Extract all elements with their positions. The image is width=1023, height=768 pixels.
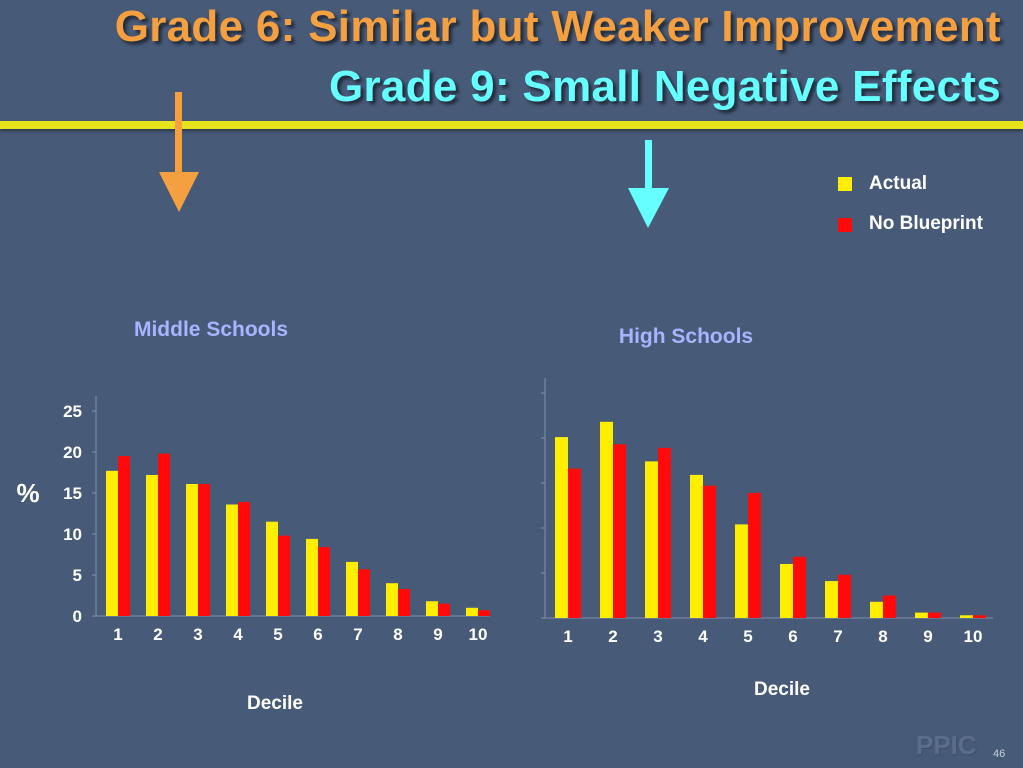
y-tick-label: 0 (73, 607, 82, 626)
bar-no-blueprint-decile-2 (613, 444, 626, 618)
x-tick-label: 6 (313, 625, 322, 644)
bar-actual-decile-7 (346, 561, 358, 616)
bar-no-blueprint-decile-6 (793, 556, 806, 618)
bar-actual-decile-3 (186, 483, 198, 616)
bar-actual-decile-9 (426, 601, 438, 616)
bar-actual-decile-5 (735, 524, 748, 618)
x-tick-label: 3 (653, 627, 662, 646)
x-tick-label: 3 (193, 625, 202, 644)
x-tick-label: 6 (788, 627, 797, 646)
bar-no-blueprint-decile-3 (198, 483, 210, 616)
x-tick-label: 5 (273, 625, 282, 644)
high-schools-plot: 1 2 3 4 5 6 7 8 9 10 (541, 378, 993, 646)
x-tick-label: 4 (698, 627, 708, 646)
middle-schools-plot: 0 5 10 15 20 25 1 2 3 4 5 6 7 8 9 10 (63, 396, 490, 644)
bar-no-blueprint-decile-4 (238, 502, 250, 616)
bar-actual-decile-8 (870, 601, 883, 618)
y-tick-label: 20 (63, 443, 82, 462)
bar-no-blueprint-decile-5 (748, 492, 761, 618)
bar-actual-decile-10 (466, 607, 478, 616)
legend-label-actual: Actual (869, 173, 927, 194)
bar-no-blueprint-decile-7 (358, 569, 370, 616)
legend-swatch-no-blueprint (838, 218, 852, 232)
x-tick-label: 7 (353, 625, 362, 644)
x-tick-label: 1 (563, 627, 572, 646)
bar-actual-decile-2 (146, 474, 158, 616)
y-tick-label: 15 (63, 484, 82, 503)
x-axis-label-middle: Decile (247, 693, 303, 714)
bar-no-blueprint-decile-3 (658, 447, 671, 618)
bar-actual-decile-2 (600, 421, 613, 618)
cyan-down-arrow-icon (628, 140, 669, 228)
x-tick-label: 1 (113, 625, 122, 644)
x-axis-label-high: Decile (754, 679, 810, 700)
bar-no-blueprint-decile-9 (438, 603, 450, 616)
y-axis-label: % (16, 478, 39, 508)
x-tick-label: 8 (878, 627, 887, 646)
bar-actual-decile-1 (555, 437, 568, 618)
bar-actual-decile-6 (306, 538, 318, 616)
x-tick-label: 5 (743, 627, 752, 646)
bar-no-blueprint-decile-7 (838, 574, 851, 618)
bar-actual-decile-6 (780, 564, 793, 618)
bar-actual-decile-5 (266, 521, 278, 616)
legend-label-no-blueprint: No Blueprint (869, 213, 984, 234)
bar-actual-decile-7 (825, 581, 838, 618)
x-tick-label: 9 (923, 627, 932, 646)
bar-no-blueprint-decile-10 (973, 615, 986, 618)
bar-no-blueprint-decile-6 (318, 547, 330, 616)
bar-no-blueprint-decile-2 (158, 453, 170, 616)
page-number: 46 (993, 748, 1006, 760)
bar-actual-decile-8 (386, 583, 398, 616)
ppic-logo: PPIC (916, 730, 977, 760)
slide-title-grade6: Grade 6: Similar but Weaker Improvement (114, 2, 1001, 51)
x-tick-label: 10 (964, 627, 983, 646)
title-divider (0, 121, 1023, 129)
x-tick-label: 2 (153, 625, 162, 644)
chart-title-high-schools: High Schools (619, 325, 753, 348)
x-tick-label: 8 (393, 625, 402, 644)
bar-no-blueprint-decile-1 (118, 456, 130, 616)
bar-actual-decile-10 (960, 615, 973, 618)
bar-actual-decile-3 (645, 461, 658, 618)
bar-no-blueprint-decile-9 (928, 612, 941, 618)
bar-no-blueprint-decile-5 (278, 535, 290, 616)
bar-actual-decile-1 (106, 470, 118, 616)
x-tick-label: 2 (608, 627, 617, 646)
y-tick-label: 5 (73, 566, 82, 585)
bar-no-blueprint-decile-10 (478, 610, 490, 616)
x-tick-label: 10 (469, 625, 488, 644)
bar-no-blueprint-decile-4 (703, 485, 716, 618)
chart-title-middle-schools: Middle Schools (134, 318, 288, 341)
x-tick-label: 9 (433, 625, 442, 644)
slide-title-grade9: Grade 9: Small Negative Effects (328, 62, 1001, 111)
bar-actual-decile-9 (915, 612, 928, 618)
bar-no-blueprint-decile-1 (568, 468, 581, 618)
bar-actual-decile-4 (226, 504, 238, 616)
y-tick-label: 25 (63, 402, 82, 421)
y-tick-label: 10 (63, 525, 82, 544)
bar-actual-decile-4 (690, 474, 703, 618)
x-tick-label: 7 (833, 627, 842, 646)
bar-no-blueprint-decile-8 (398, 588, 410, 616)
orange-down-arrow-icon (159, 92, 199, 212)
bar-no-blueprint-decile-8 (883, 595, 896, 618)
legend: Actual No Blueprint (838, 173, 984, 234)
x-tick-label: 4 (233, 625, 243, 644)
legend-swatch-actual (838, 177, 852, 191)
